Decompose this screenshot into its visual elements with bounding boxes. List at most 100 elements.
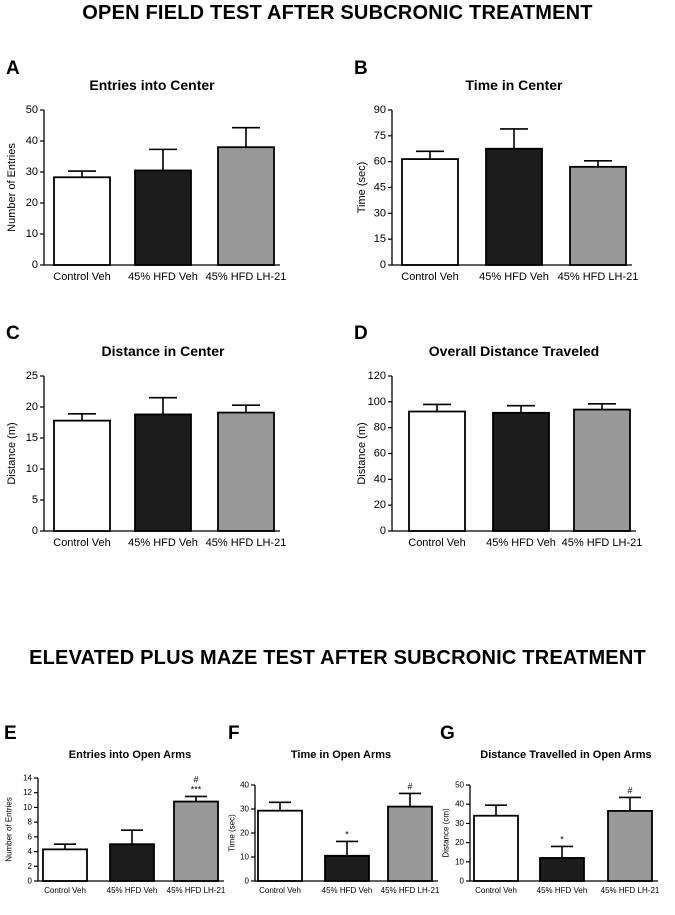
- x-category-label: Control Veh: [44, 886, 86, 895]
- plus-maze-section-title: ELEVATED PLUS MAZE TEST AFTER SUBCRONIC …: [29, 647, 646, 669]
- chart-title: Time in Open Arms: [291, 749, 391, 761]
- y-tick-label: 0: [380, 259, 386, 271]
- x-category-label: Control Veh: [259, 886, 301, 895]
- y-tick-label: 30: [240, 805, 249, 814]
- x-category-label: 45% HFD LH-21: [601, 886, 660, 895]
- chart-time-in-center: Time in Center Time (sec) 0 15 30 45 60 75 90 Con…: [356, 77, 638, 283]
- bar: [485, 147, 543, 266]
- bar: [134, 413, 192, 532]
- x-category-label: 45% HFD LH-21: [206, 537, 287, 549]
- y-tick-label: 30: [455, 819, 464, 828]
- bar: [324, 854, 370, 882]
- x-category-label: Control Veh: [53, 537, 110, 549]
- bar: [134, 169, 192, 266]
- panel-letter-f: F: [228, 723, 240, 744]
- bar: [53, 176, 111, 266]
- y-tick-label: 25: [26, 370, 38, 382]
- x-category-label: Control Veh: [53, 271, 110, 283]
- bar: [408, 410, 466, 532]
- y-tick-label: 0: [32, 525, 38, 537]
- bar: [492, 411, 550, 532]
- y-tick-label: 20: [26, 197, 38, 209]
- y-tick-label: 10: [26, 463, 38, 475]
- x-category-label: 45% HFD Veh: [107, 886, 158, 895]
- panel-letter-c: C: [6, 323, 20, 344]
- chart-title: Distance Travelled in Open Arms: [480, 749, 651, 761]
- bar: [109, 843, 155, 882]
- y-axis-label: Distance (m): [356, 422, 368, 484]
- y-tick-label: 100: [368, 396, 386, 408]
- y-tick-label: 60: [374, 448, 386, 460]
- x-category-label: 45% HFD Veh: [128, 537, 198, 549]
- open-field-section-title: OPEN FIELD TEST AFTER SUBCRONIC TREATMEN…: [82, 2, 593, 24]
- y-tick-label: 12: [23, 788, 32, 797]
- x-category-label: 45% HFD Veh: [322, 886, 373, 895]
- panel-letter-b: B: [354, 58, 368, 79]
- significance-marker: *: [560, 834, 564, 844]
- significance-marker: #: [193, 774, 198, 784]
- y-tick-label: 10: [240, 853, 249, 862]
- significance-marker: #: [627, 785, 632, 795]
- y-tick-label: 40: [455, 800, 464, 809]
- bar: [607, 810, 653, 882]
- chart-title: Entries into Center: [89, 77, 215, 93]
- y-tick-label: 10: [26, 228, 38, 240]
- y-tick-label: 30: [26, 166, 38, 178]
- bar: [217, 146, 275, 266]
- y-tick-label: 14: [23, 774, 32, 783]
- y-tick-label: 120: [368, 370, 386, 382]
- y-axis-label: Number of Entries: [5, 797, 14, 861]
- y-tick-label: 20: [455, 838, 464, 847]
- chart-title: Distance in Center: [102, 343, 225, 359]
- y-axis-label: Time (sec): [356, 162, 368, 214]
- y-tick-label: 0: [460, 877, 465, 886]
- bar: [539, 857, 585, 882]
- chart-entries-into-center: Entries into Center Number of Entries 0 10 2…: [6, 77, 287, 283]
- bar: [53, 419, 111, 532]
- y-tick-label: 15: [374, 233, 386, 245]
- bar: [173, 800, 219, 882]
- y-tick-label: 4: [28, 847, 33, 856]
- bar: [573, 408, 631, 532]
- chart-entries-open-arms: Entries into Open Arms Number of Entries 0…: [5, 749, 226, 895]
- significance-marker: ***: [191, 784, 202, 794]
- x-category-label: 45% HFD Veh: [537, 886, 588, 895]
- y-axis-label: Distance (cm): [442, 808, 451, 858]
- panel-letter-a: A: [6, 58, 20, 79]
- y-tick-label: 0: [380, 525, 386, 537]
- y-tick-label: 20: [374, 499, 386, 511]
- y-tick-label: 10: [455, 857, 464, 866]
- x-category-label: 45% HFD LH-21: [206, 271, 287, 283]
- x-category-label: 45% HFD LH-21: [167, 886, 226, 895]
- y-tick-label: 20: [240, 829, 249, 838]
- x-category-label: 45% HFD LH-21: [562, 537, 643, 549]
- x-category-label: 45% HFD LH-21: [381, 886, 440, 895]
- y-tick-label: 60: [374, 156, 386, 168]
- y-tick-label: 5: [32, 494, 38, 506]
- y-tick-label: 15: [26, 432, 38, 444]
- y-tick-label: 45: [374, 182, 386, 194]
- bar: [569, 165, 627, 266]
- y-axis-label: Number of Entries: [6, 143, 18, 232]
- y-tick-label: 10: [23, 803, 32, 812]
- chart-title: Overall Distance Traveled: [429, 343, 599, 359]
- panel-letter-g: G: [440, 723, 455, 744]
- y-tick-label: 2: [28, 862, 33, 871]
- y-tick-label: 50: [26, 104, 38, 116]
- y-tick-label: 75: [374, 130, 386, 142]
- x-category-label: Control Veh: [408, 537, 465, 549]
- x-category-label: 45% HFD Veh: [486, 537, 556, 549]
- y-tick-label: 40: [240, 781, 249, 790]
- bar: [401, 158, 459, 266]
- bar: [42, 848, 88, 882]
- chart-overall-distance: Overall Distance Traveled Distance (m) 0 20…: [356, 343, 643, 549]
- chart-title: Entries into Open Arms: [69, 749, 191, 761]
- y-tick-label: 40: [374, 473, 386, 485]
- bar: [217, 411, 275, 532]
- y-tick-label: 80: [374, 422, 386, 434]
- y-tick-label: 50: [455, 781, 464, 790]
- bar: [473, 814, 519, 882]
- y-tick-label: 0: [28, 877, 33, 886]
- significance-marker: *: [345, 829, 349, 839]
- bar: [257, 809, 303, 882]
